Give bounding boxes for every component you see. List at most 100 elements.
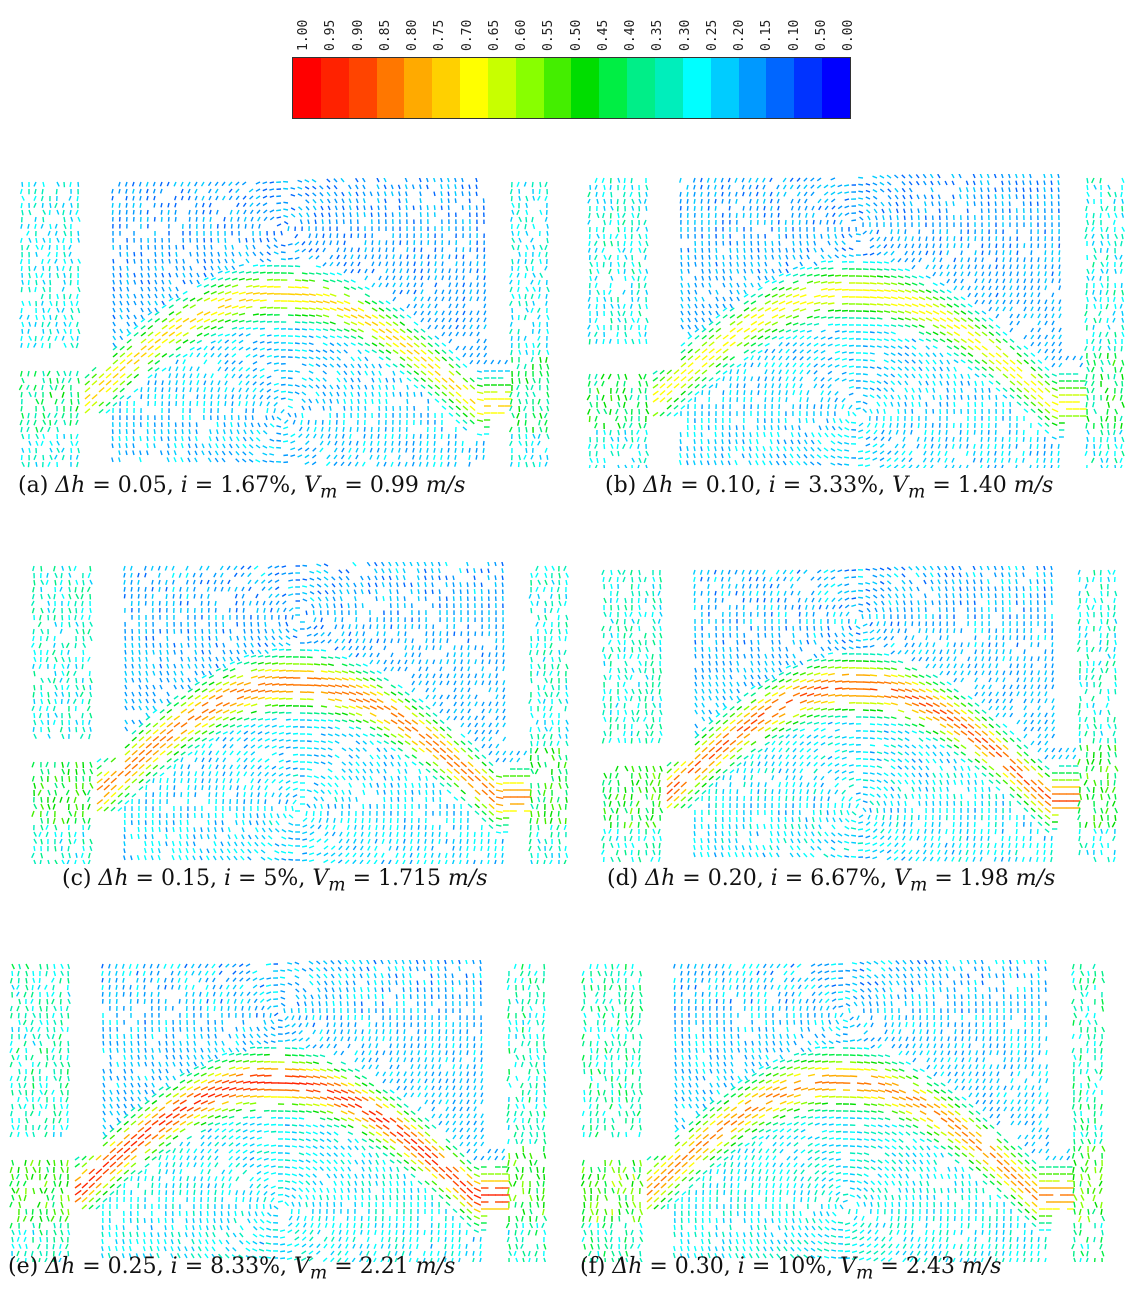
velocity-vector [84,387,91,393]
velocity-vector [53,412,58,419]
velocity-vector [273,389,279,393]
velocity-vector [33,181,37,187]
velocity-vector [168,297,174,302]
velocity-vector [238,380,243,386]
velocity-vector [195,209,198,215]
velocity-vector [77,377,80,384]
velocity-vector [315,391,320,397]
velocity-vector [631,198,635,205]
velocity-vector [715,362,722,368]
velocity-vector [806,280,814,284]
velocity-vector [532,223,536,230]
velocity-vector [1030,285,1034,291]
velocity-vector [245,251,250,257]
velocity-vector [946,243,949,249]
velocity-vector [1016,359,1023,365]
velocity-vector [623,268,626,274]
velocity-vector [722,363,728,368]
velocity-vector [406,247,409,253]
velocity-vector [630,415,633,422]
velocity-vector [1090,366,1095,373]
velocity-vector [20,223,23,229]
velocity-vector [708,254,711,260]
velocity-vector [391,426,394,432]
velocity-vector [322,391,327,397]
velocity-vector [876,317,883,320]
velocity-vector [1044,373,1050,379]
velocity-vector [427,303,431,309]
velocity-vector [159,181,163,187]
velocity-vector [876,310,884,313]
velocity-vector [778,362,783,368]
velocity-vector [967,380,971,386]
colorbar-tick-label: 0.65 [486,19,502,51]
velocity-vector [125,195,128,201]
velocity-vector [355,454,359,460]
velocity-vector [715,314,721,319]
velocity-vector [1085,289,1088,296]
velocity-vector [399,328,406,334]
velocity-vector [643,219,647,226]
velocity-vector [348,440,352,446]
velocity-vector [217,297,225,302]
velocity-vector [631,338,635,345]
velocity-vector [378,363,382,369]
velocity-vector [953,394,956,400]
velocity-vector [462,345,467,351]
velocity-vector [858,190,864,193]
velocity-vector [895,201,899,207]
velocity-vector [743,275,747,281]
velocity-vector [932,324,940,329]
velocity-vector [827,390,832,396]
velocity-vector [217,346,222,351]
velocity-vector [308,398,313,404]
velocity-vector [168,304,174,309]
velocity-vector [483,324,487,330]
velocity-vector [778,254,782,260]
velocity-vector [532,195,536,201]
velocity-vector [666,397,673,403]
velocity-vector [915,180,920,186]
velocity-vector [1107,359,1111,366]
velocity-vector [890,258,895,263]
velocity-vector [806,240,809,246]
velocity-vector [301,307,309,310]
velocity-vector [265,415,268,421]
velocity-vector [231,291,239,295]
velocity-vector [1106,317,1109,324]
velocity-vector [616,443,619,449]
velocity-vector [1044,408,1051,414]
velocity-vector [1002,257,1005,263]
velocity-vector [413,254,416,260]
velocity-vector [28,391,32,398]
velocity-vector [743,289,747,295]
velocity-vector [1009,250,1012,256]
velocity-vector [743,313,750,319]
velocity-vector [273,334,280,337]
velocity-vector [995,236,998,242]
velocity-vector [974,338,981,344]
velocity-vector [180,181,184,187]
velocity-vector [132,188,135,194]
velocity-vector [792,383,796,389]
velocity-vector [687,261,690,267]
velocity-vector [369,191,373,197]
velocity-vector [988,236,991,242]
velocity-vector [243,209,247,215]
velocity-vector [482,198,485,204]
velocity-vector [1114,268,1117,274]
velocity-vector [820,329,826,333]
velocity-vector [820,343,826,347]
velocity-vector [897,352,903,357]
velocity-vector [154,318,161,323]
velocity-vector [694,335,700,340]
velocity-vector [231,251,235,257]
velocity-vector [708,321,714,326]
velocity-vector [981,264,985,270]
velocity-vector [869,310,876,313]
velocity-vector [336,363,341,368]
velocity-vector [637,296,640,302]
velocity-vector [280,383,286,386]
velocity-vector [930,180,934,186]
velocity-vector [336,307,344,312]
